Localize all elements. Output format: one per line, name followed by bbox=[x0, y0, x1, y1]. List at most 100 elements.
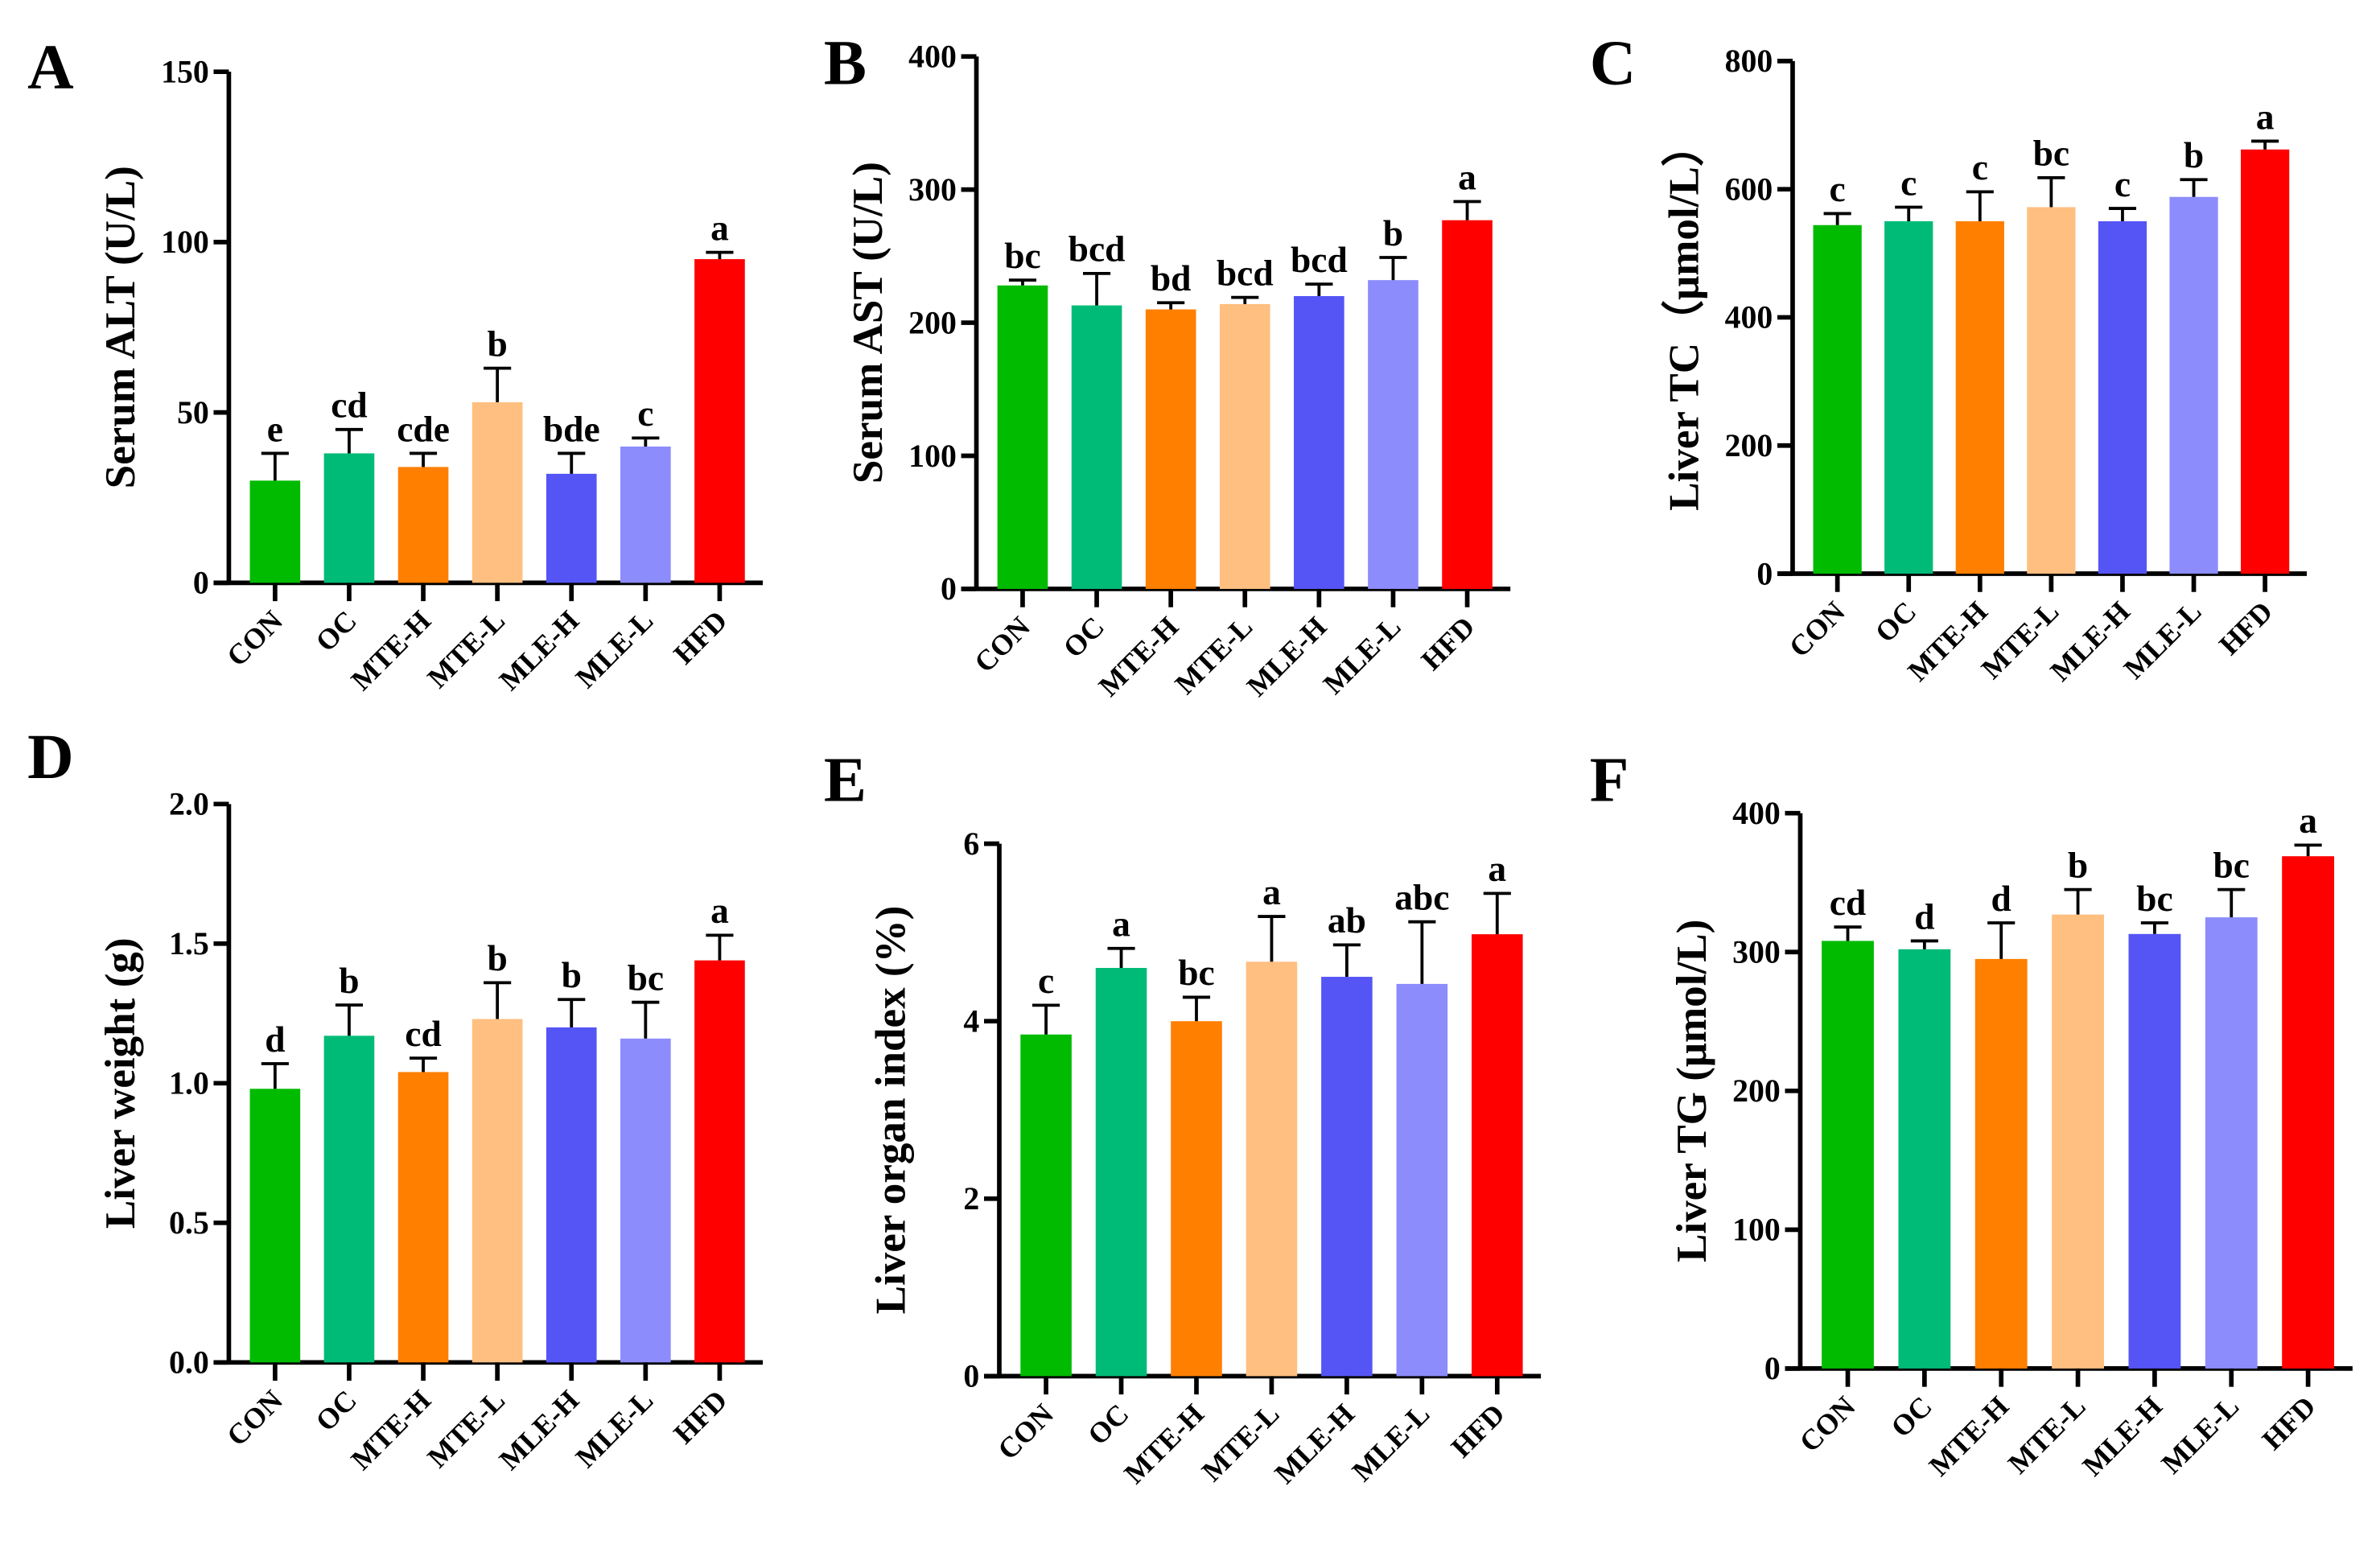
significance-letter: a bbox=[1112, 904, 1130, 945]
y-tick-label: 0 bbox=[941, 571, 957, 607]
x-tick-label: MLE-H bbox=[493, 604, 586, 697]
significance-letter: cd bbox=[331, 385, 368, 426]
bar-mle-l bbox=[1396, 983, 1448, 1377]
x-tick-label: HFD bbox=[2256, 1390, 2322, 1456]
significance-letter: c bbox=[1830, 168, 1846, 209]
significance-letter: cde bbox=[397, 408, 450, 449]
x-tick-label: CON bbox=[1783, 595, 1851, 664]
bar-mle-l bbox=[1368, 280, 1419, 589]
bar-mte-h bbox=[397, 1072, 449, 1363]
panel-D: D 0.0 0.5 1.0 1.5 2.0 Liver weight (g) d CON b OC c… bbox=[27, 722, 764, 1476]
panel-A: A 0 50 100 150 Serum ALT (U/L) e CON cd OC cde MTE-… bbox=[27, 32, 764, 697]
panel-C: C 0 200 400 600 800 Liver TC（μmol/L） c CON c OC c MT… bbox=[1590, 27, 2307, 687]
x-tick-label: MTE-H bbox=[1093, 611, 1185, 703]
significance-letter: bcd bbox=[1217, 252, 1274, 293]
significance-letter: c bbox=[2114, 163, 2131, 204]
significance-letter: b bbox=[562, 954, 582, 995]
bar-hfd bbox=[2240, 149, 2290, 574]
significance-letter: c bbox=[637, 393, 653, 434]
x-tick-label: MLE-H bbox=[2044, 595, 2136, 688]
y-tick-label: 800 bbox=[1725, 43, 1773, 79]
bar-hfd bbox=[1472, 934, 1523, 1377]
y-tick-label: 200 bbox=[1725, 428, 1773, 463]
y-axis-title: Serum ALT (U/L) bbox=[97, 166, 144, 488]
x-tick-label: MTE-L bbox=[421, 604, 511, 694]
y-tick-label: 100 bbox=[161, 224, 209, 260]
panel-label: F bbox=[1590, 745, 1629, 816]
y-axis-title: Liver weight (g) bbox=[97, 937, 144, 1229]
y-axis-title: Liver organ index (%) bbox=[867, 906, 914, 1315]
significance-letter: a bbox=[710, 207, 729, 248]
x-tick-label: MLE-L bbox=[1346, 1398, 1436, 1488]
bar-oc bbox=[1898, 949, 1951, 1369]
y-tick-label: 2 bbox=[963, 1181, 979, 1217]
x-tick-label: MLE-L bbox=[570, 1384, 660, 1474]
significance-letter: bc bbox=[1004, 235, 1041, 276]
y-tick-label: 600 bbox=[1725, 171, 1773, 207]
x-tick-label: OC bbox=[309, 604, 362, 657]
significance-letter: bc bbox=[2213, 844, 2250, 885]
y-tick-label: 300 bbox=[1732, 935, 1781, 970]
bar-con bbox=[997, 285, 1048, 589]
bar-con bbox=[249, 1089, 301, 1363]
x-tick-label: CON bbox=[991, 1398, 1060, 1466]
bar-con bbox=[249, 480, 301, 583]
y-tick-label: 0 bbox=[1764, 1351, 1781, 1386]
x-tick-label: OC bbox=[1884, 1390, 1937, 1443]
bar-hfd bbox=[694, 960, 745, 1363]
bar-mle-l bbox=[2169, 196, 2218, 574]
x-tick-label: MTE-H bbox=[1901, 595, 1994, 688]
significance-letter: a bbox=[2256, 96, 2275, 137]
bar-mte-l bbox=[2027, 207, 2076, 574]
panel-label: B bbox=[824, 27, 867, 98]
x-tick-label: MLE-L bbox=[2118, 595, 2208, 686]
significance-letter: b bbox=[487, 323, 507, 364]
bar-hfd bbox=[2282, 856, 2335, 1369]
significance-letter: bc bbox=[1178, 952, 1215, 993]
significance-letter: b bbox=[2184, 134, 2204, 175]
bar-oc bbox=[1884, 220, 1933, 574]
significance-letter: c bbox=[1900, 162, 1917, 203]
bar-hfd bbox=[1442, 220, 1493, 589]
significance-letter: cd bbox=[1830, 882, 1867, 923]
bar-mte-h bbox=[1955, 220, 2004, 574]
x-tick-label: MTE-H bbox=[344, 1384, 437, 1476]
significance-letter: a bbox=[1488, 848, 1506, 889]
y-tick-label: 1.0 bbox=[169, 1066, 209, 1101]
y-axis-title: Liver TC（μmol/L） bbox=[1659, 124, 1707, 511]
x-tick-label: MLE-L bbox=[2156, 1390, 2246, 1480]
y-tick-label: 50 bbox=[177, 395, 209, 430]
bar-mte-l bbox=[471, 401, 523, 583]
x-tick-label: MTE-H bbox=[1118, 1398, 1210, 1490]
y-tick-label: 400 bbox=[1725, 300, 1773, 336]
y-tick-label: 2.0 bbox=[169, 787, 209, 822]
bar-mle-l bbox=[620, 446, 671, 583]
bar-mle-h bbox=[546, 1027, 597, 1363]
bar-mte-l bbox=[2052, 914, 2104, 1369]
panel-B: B 0 100 200 300 400 Serum AST (U/L) bc CON bcd OC b… bbox=[824, 27, 1511, 703]
significance-letter: bcd bbox=[1291, 239, 1348, 280]
y-tick-label: 100 bbox=[1732, 1213, 1781, 1248]
x-tick-label: CON bbox=[220, 1384, 289, 1452]
y-tick-label: 0.5 bbox=[169, 1205, 209, 1241]
significance-letter: bc bbox=[2136, 878, 2173, 919]
significance-letter: a bbox=[1458, 156, 1476, 197]
y-tick-label: 150 bbox=[161, 54, 209, 89]
bar-con bbox=[1813, 224, 1862, 574]
bar-oc bbox=[323, 453, 375, 583]
y-tick-label: 400 bbox=[908, 39, 957, 74]
y-tick-label: 100 bbox=[908, 438, 957, 474]
y-tick-label: 200 bbox=[908, 305, 957, 340]
x-tick-label: MLE-L bbox=[570, 604, 660, 694]
significance-letter: c bbox=[1972, 146, 1988, 187]
significance-letter: b bbox=[2068, 844, 2088, 885]
bar-mte-h bbox=[1974, 958, 2028, 1369]
significance-letter: a bbox=[2299, 800, 2317, 841]
bar-mle-l bbox=[620, 1038, 671, 1363]
x-tick-label: OC bbox=[1081, 1398, 1134, 1451]
bar-mte-h bbox=[1171, 1021, 1222, 1377]
significance-letter: a bbox=[1262, 871, 1281, 912]
x-tick-label: HFD bbox=[2213, 595, 2279, 661]
bar-mle-h bbox=[2098, 220, 2147, 574]
x-tick-label: MTE-L bbox=[1196, 1398, 1286, 1488]
